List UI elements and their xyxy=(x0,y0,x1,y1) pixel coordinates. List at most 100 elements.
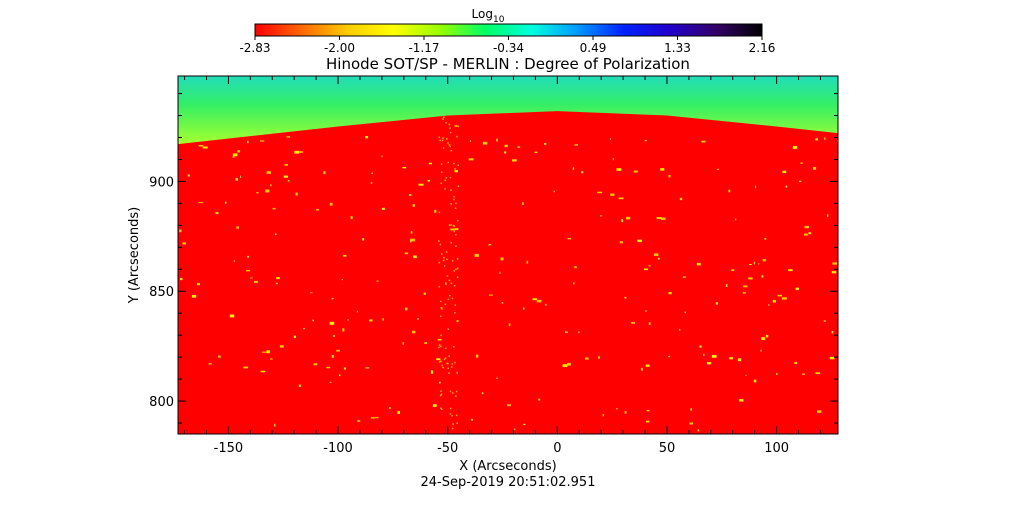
polarization-patch xyxy=(272,207,276,210)
polarization-patch xyxy=(448,355,450,357)
polarization-patch xyxy=(356,310,358,313)
x-axis: -150 -100 -50 0 50 100 xyxy=(184,76,821,456)
polarization-patch xyxy=(405,307,408,311)
polarization-patch xyxy=(832,262,838,265)
polarization-patch xyxy=(735,218,737,221)
polarization-patch xyxy=(451,415,453,417)
polarization-patch xyxy=(538,398,541,401)
polarization-patch xyxy=(447,362,449,365)
polarization-patch xyxy=(496,377,498,379)
polarization-patch xyxy=(275,282,278,285)
colorbar-tick-label: 0.49 xyxy=(580,41,607,55)
polarization-patch xyxy=(447,142,449,144)
polarization-patch xyxy=(375,416,379,419)
polarization-patch xyxy=(452,423,454,425)
polarization-patch xyxy=(804,225,809,229)
polarization-patch xyxy=(266,171,271,174)
polarization-patch xyxy=(453,230,456,233)
polarization-patch xyxy=(794,361,798,364)
y-tick-label: 800 xyxy=(149,395,174,410)
x-tick-label: 50 xyxy=(659,441,676,456)
polarization-patch xyxy=(182,242,186,245)
polarization-patch xyxy=(443,358,446,361)
polarization-patch xyxy=(447,367,449,369)
x-axis-label: X (Arcseconds) xyxy=(459,459,556,474)
polarization-patch xyxy=(753,261,755,265)
polarization-patch xyxy=(454,170,458,173)
x-tick-label: -100 xyxy=(323,441,353,456)
polarization-patch xyxy=(370,182,373,184)
polarization-patch xyxy=(284,164,288,166)
polarization-patch xyxy=(792,146,798,149)
polarization-patch xyxy=(707,362,712,365)
polarization-patch xyxy=(438,361,441,363)
x-tick-label: -50 xyxy=(437,441,458,456)
polarization-patch xyxy=(443,256,445,259)
polarization-patch xyxy=(440,407,442,409)
polarization-patch xyxy=(333,334,335,337)
x-tick-label: 0 xyxy=(553,441,561,456)
polarization-patch xyxy=(452,224,455,227)
polarization-patch xyxy=(474,253,479,257)
polarization-patch xyxy=(266,350,270,354)
polarization-patch xyxy=(648,322,651,325)
polarization-patch xyxy=(443,265,446,267)
polarization-patch xyxy=(431,371,434,374)
polarization-patch xyxy=(316,208,319,211)
polarization-patch xyxy=(481,392,484,395)
polarization-patch xyxy=(761,275,764,278)
polarization-patch xyxy=(443,116,445,118)
polarization-patch xyxy=(517,146,521,148)
polarization-patch xyxy=(514,428,516,431)
polarization-patch xyxy=(439,243,442,246)
polarization-patch xyxy=(815,372,821,374)
polarization-patch xyxy=(243,366,249,369)
polarization-patch xyxy=(679,197,683,201)
polarization-patch xyxy=(215,212,219,215)
polarization-patch xyxy=(441,253,443,255)
y-axis-label: Y (Arcseconds) xyxy=(127,207,142,304)
polarization-patch xyxy=(454,168,456,170)
polarization-patch xyxy=(440,307,443,309)
polarization-patch xyxy=(831,271,837,274)
polarization-patch xyxy=(500,257,504,261)
polarization-patch xyxy=(412,330,416,334)
polarization-patch xyxy=(813,167,817,170)
polarization-patch xyxy=(785,185,788,188)
polarization-patch xyxy=(439,139,441,142)
polarization-patch xyxy=(208,363,212,365)
polarization-patch xyxy=(198,145,204,147)
polarization-patch xyxy=(331,297,334,300)
polarization-patch xyxy=(428,162,432,165)
polarization-patch xyxy=(312,319,314,322)
polarization-patch xyxy=(456,267,459,270)
polarization-patch xyxy=(225,201,227,204)
plot-area xyxy=(178,76,838,434)
polarization-patch xyxy=(438,346,440,349)
polarization-patch xyxy=(782,170,787,173)
polarization-patch xyxy=(274,423,276,427)
polarization-patch xyxy=(402,167,407,169)
plot-frame xyxy=(177,75,839,435)
polarization-patch xyxy=(572,167,575,170)
polarization-patch xyxy=(449,407,452,410)
polarization-patch xyxy=(445,122,447,124)
polarization-patch xyxy=(449,145,451,148)
observation-timestamp: 24-Sep-2019 20:51:02.951 xyxy=(421,475,596,490)
polarization-patch xyxy=(829,356,835,360)
polarization-patch xyxy=(496,138,498,142)
polarization-patch xyxy=(369,319,373,322)
polarization-patch xyxy=(260,140,265,142)
polarization-patch xyxy=(803,233,808,236)
polarization-patch xyxy=(438,344,441,346)
polarization-patch xyxy=(504,144,508,148)
polarization-patch xyxy=(370,417,375,419)
polarization-patch xyxy=(823,320,826,322)
polarization-patch xyxy=(389,407,391,409)
polarization-patch xyxy=(438,261,441,264)
polarization-patch xyxy=(668,292,672,295)
polarization-patch xyxy=(725,284,728,287)
polarization-patch xyxy=(424,342,428,344)
polarization-patch xyxy=(711,354,717,358)
